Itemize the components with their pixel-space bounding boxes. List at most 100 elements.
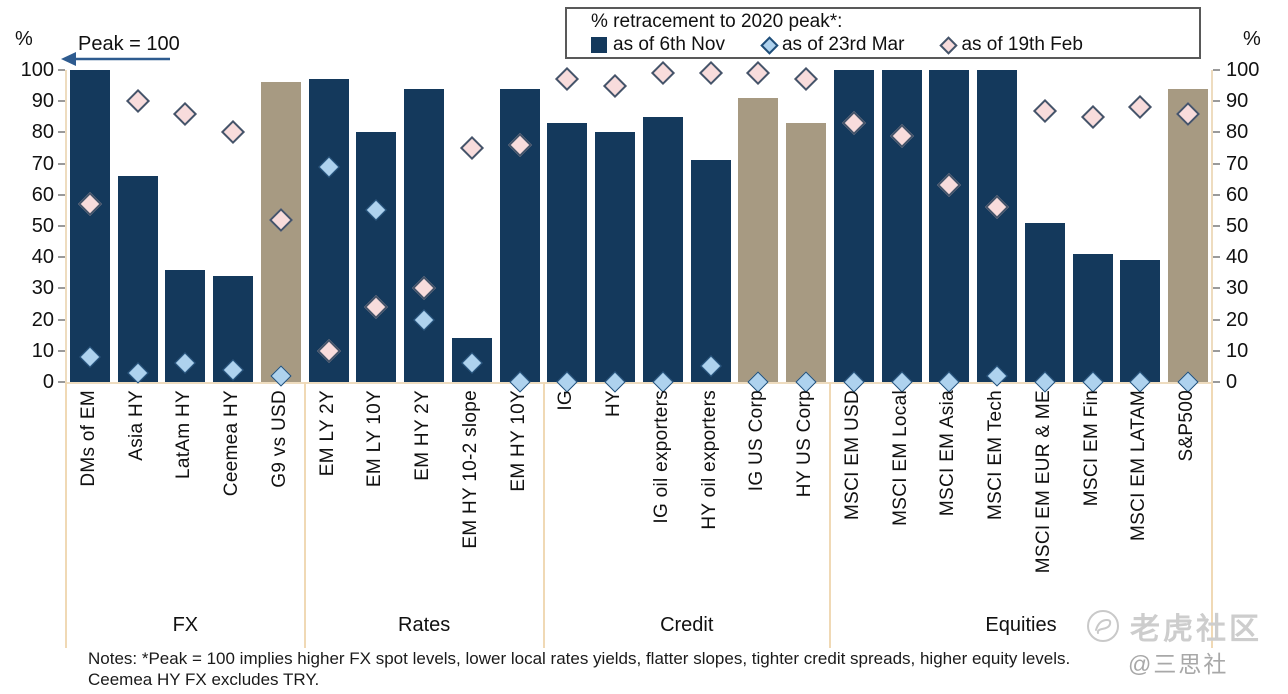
y-tick-label: 80 (1226, 121, 1249, 144)
y-tick-label: 100 (1226, 59, 1260, 81)
x-axis-label: EM LY 2Y (316, 390, 338, 477)
y-tick-label: 100 (20, 59, 54, 81)
y-tick (58, 131, 65, 134)
x-axis-label: IG (555, 390, 577, 411)
right-axis-line (1211, 70, 1213, 382)
x-axis-label: G9 vs USD (268, 390, 290, 488)
bar (881, 70, 922, 382)
group-divider (65, 382, 67, 648)
y-tick-label: 40 (1226, 246, 1249, 269)
left-axis-unit: % (15, 28, 33, 50)
watermark-brand: 老虎社区 (1130, 613, 1262, 646)
y-tick (1213, 100, 1220, 103)
bar (690, 160, 731, 382)
bar (404, 88, 445, 382)
x-axis-label: IG oil exporters (650, 390, 672, 524)
x-axis-label: HY oil exporters (698, 390, 720, 530)
y-tick (1213, 287, 1220, 290)
group-divider (542, 382, 545, 648)
bar (1024, 222, 1065, 382)
group-label: Rates (398, 614, 451, 636)
y-tick (58, 100, 65, 103)
x-axis-label: MSCI EM Local (889, 390, 911, 526)
tiger-logo-icon (1087, 610, 1119, 642)
bar (1168, 88, 1209, 382)
x-axis-label: EM HY 2Y (412, 390, 434, 481)
feb-diamond (459, 135, 484, 161)
x-axis-label: MSCI EM Fin (1080, 390, 1102, 507)
y-tick (1213, 256, 1220, 259)
x-axis-label: DMs of EM (77, 390, 99, 487)
x-axis-label: EM HY 10-2 slope (459, 390, 481, 549)
x-axis-label: MSCI EM Tech (985, 390, 1007, 520)
y-tick-label: 60 (31, 183, 54, 206)
x-axis-label: LatAm HY (173, 390, 195, 479)
feb-diamond (125, 89, 150, 114)
group-label: Equities (985, 614, 1057, 636)
bar (1072, 254, 1113, 382)
y-tick-label: 60 (1226, 183, 1249, 206)
x-axis-label: MSCI EM USD (841, 390, 863, 520)
y-tick-label: 0 (1226, 371, 1238, 393)
y-tick-label: 50 (1226, 215, 1249, 237)
y-tick (1213, 131, 1220, 134)
x-axis-label: HY (603, 390, 625, 417)
y-tick-label: 80 (31, 121, 54, 144)
feb-diamond (746, 61, 771, 86)
y-tick-label: 10 (1226, 339, 1249, 362)
x-axis-label: EM HY 10Y (507, 390, 529, 492)
group-label: FX (172, 614, 199, 636)
group-divider (303, 382, 306, 648)
y-tick (1213, 162, 1220, 165)
bar (977, 70, 1018, 382)
bar (69, 70, 110, 382)
diamond-icon (939, 35, 959, 55)
y-tick-label: 90 (1226, 90, 1249, 113)
y-tick-label: 30 (1226, 277, 1249, 300)
y-tick (58, 162, 65, 165)
square-icon (591, 37, 607, 53)
x-axis-label: MSCI EM Asia (937, 390, 959, 517)
bar (929, 70, 970, 382)
group-label: Credit (660, 614, 714, 636)
y-tick (1213, 318, 1220, 321)
y-tick (58, 193, 65, 196)
y-tick-label: 10 (31, 339, 54, 362)
x-axis-label: Ceemea HY (221, 390, 243, 497)
y-tick (58, 256, 65, 259)
feb-diamond (1032, 98, 1057, 123)
x-axis-label: MSCI EM EUR & ME (1032, 390, 1054, 574)
right-axis-unit: % (1243, 28, 1261, 50)
diamond-icon (760, 35, 779, 55)
legend-items: as of 6th Nov as of 23rd Mar as of 19th … (591, 33, 1199, 57)
y-tick (58, 381, 65, 383)
bar (356, 132, 397, 382)
bar (642, 116, 683, 382)
x-axis-line (66, 382, 1212, 384)
y-tick (1213, 381, 1220, 383)
y-tick (1213, 225, 1220, 227)
bar (595, 132, 636, 382)
y-tick-label: 20 (31, 308, 54, 331)
feb-diamond (794, 67, 819, 92)
y-tick-label: 0 (42, 371, 54, 393)
left-axis-line (65, 70, 67, 382)
watermark: 老虎社区 (1086, 604, 1262, 648)
feb-diamond (698, 61, 723, 86)
y-tick (58, 318, 65, 321)
feb-diamond (1080, 104, 1105, 129)
group-divider (829, 382, 831, 648)
y-tick-label: 50 (31, 215, 54, 237)
y-tick (58, 69, 65, 71)
y-tick (58, 287, 65, 290)
x-axis-label: MSCI EM LATAM (1128, 390, 1150, 541)
legend-item-label: as of 23rd Mar (781, 34, 905, 55)
x-axis-label: Asia HY (125, 390, 147, 461)
feb-diamond (555, 67, 580, 92)
peak-annotation: Peak = 100 (78, 33, 180, 55)
y-tick-label: 70 (1226, 152, 1249, 175)
bar (738, 98, 779, 382)
left-arrow-icon (61, 52, 170, 66)
x-axis-label: EM LY 10Y (364, 390, 386, 488)
y-tick (1213, 193, 1220, 196)
